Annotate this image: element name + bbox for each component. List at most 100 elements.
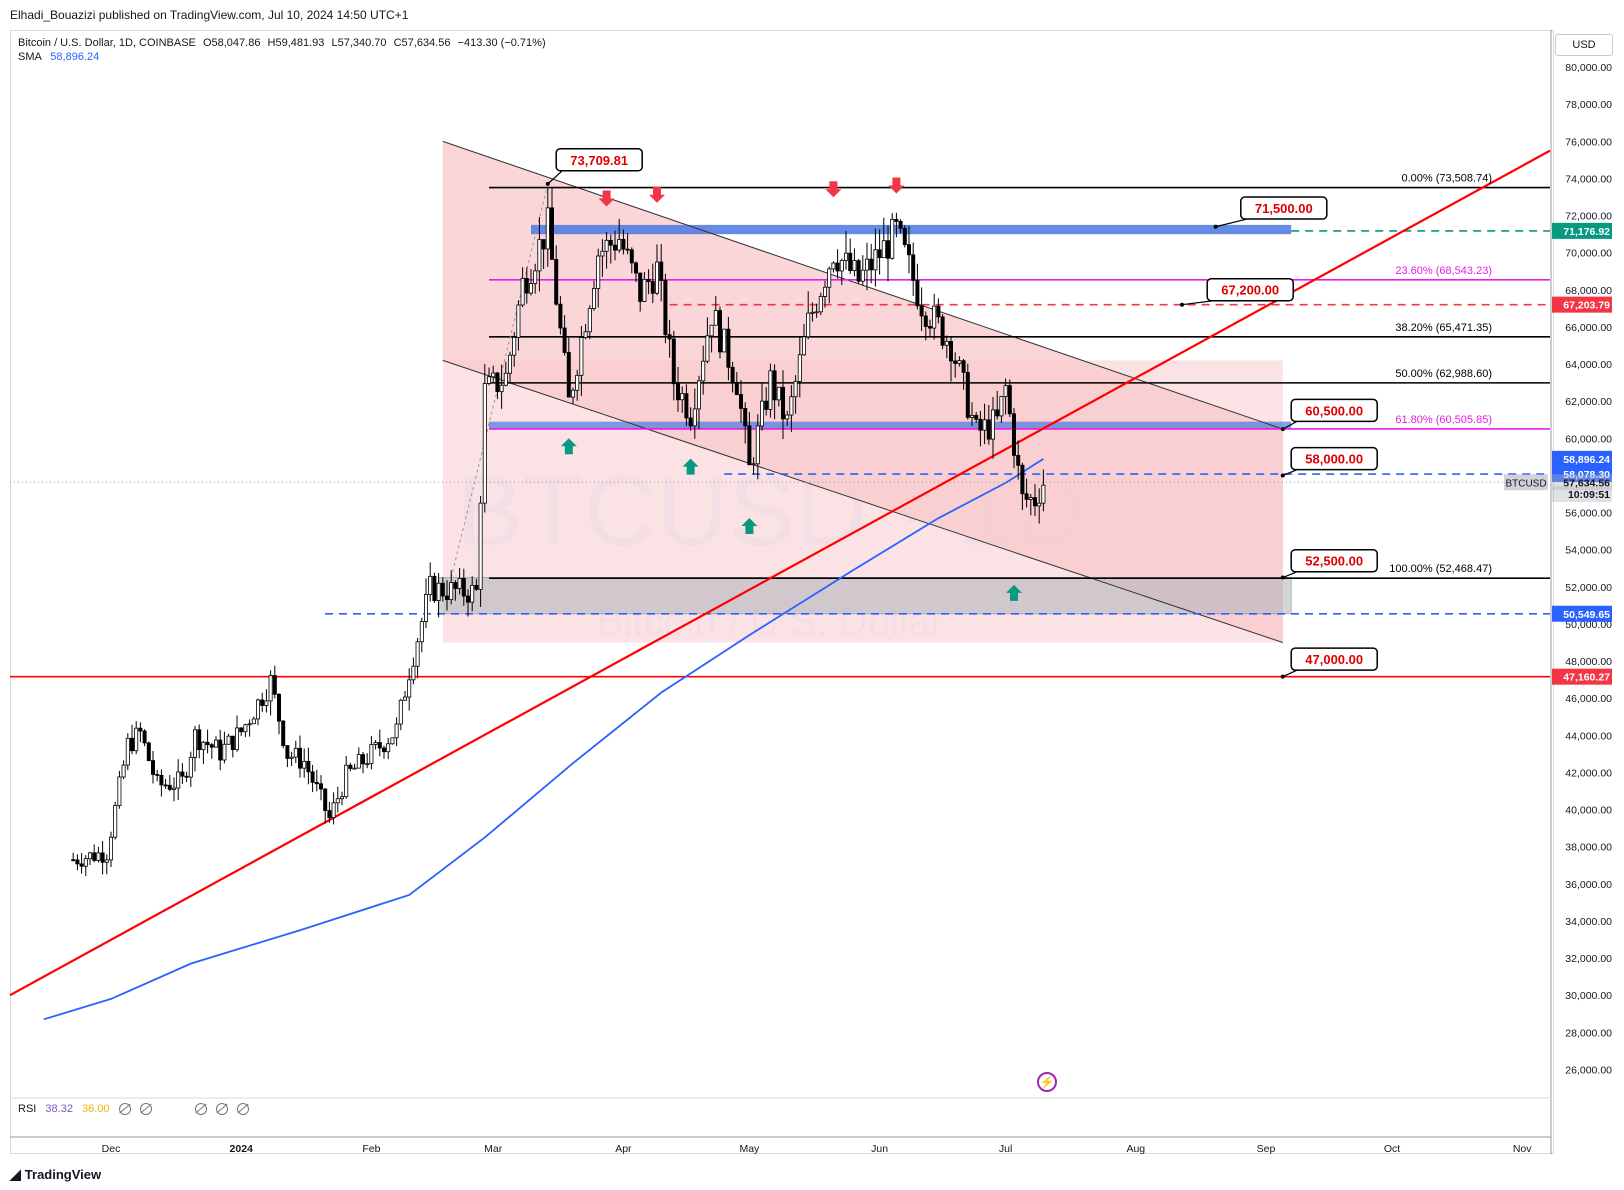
- callout-anchor: [1213, 224, 1218, 229]
- candle-body: [499, 384, 504, 393]
- candle-body: [197, 729, 202, 751]
- candle-body: [621, 238, 626, 250]
- callout-box: [1206, 277, 1294, 302]
- callout-anchor: [1280, 674, 1285, 679]
- sell-arrow-icon: [888, 177, 905, 194]
- price-label-text: 57,634.56: [1563, 477, 1610, 489]
- price-tick-label: 30,000.00: [1565, 990, 1612, 1002]
- price-tick-label: 52,000.00: [1565, 582, 1612, 594]
- rsi-legend[interactable]: RSI 38.32 36.00: [18, 1103, 249, 1116]
- callout-text: 58,000.00: [1305, 452, 1363, 467]
- sell-arrow-icon: [598, 190, 615, 207]
- candle-body: [890, 218, 895, 259]
- price-tick-label: 26,000.00: [1565, 1064, 1612, 1076]
- candle-body: [629, 249, 634, 264]
- price-tick-label: 38,000.00: [1565, 842, 1612, 854]
- candle-body: [138, 727, 143, 732]
- candle-body: [339, 796, 344, 800]
- candle-body: [1012, 413, 1017, 456]
- candle-body: [503, 372, 508, 386]
- candle-body: [982, 419, 987, 431]
- candle-body: [444, 595, 449, 601]
- candle-body: [902, 227, 907, 246]
- candle-body: [386, 743, 391, 753]
- candle-body: [457, 577, 462, 589]
- countdown-label: 10:09:51: [1568, 489, 1610, 501]
- candle-body: [533, 270, 538, 284]
- candle-body: [936, 305, 941, 318]
- candle-body: [848, 252, 853, 272]
- price-tick-label: 44,000.00: [1565, 730, 1612, 742]
- price-label-badge: [1552, 296, 1612, 313]
- price-tick-label: 70,000.00: [1565, 248, 1612, 260]
- legend-symbol: Bitcoin / U.S. Dollar, 1D, COINBASE: [18, 37, 196, 49]
- hidden-eye-icon[interactable]: [194, 1103, 207, 1116]
- candle-body: [655, 261, 660, 294]
- candle-body: [209, 744, 214, 748]
- candle-body: [844, 252, 849, 261]
- time-tick-label: Feb: [362, 1143, 380, 1155]
- hidden-eye-icon[interactable]: [139, 1103, 152, 1116]
- sma-legend[interactable]: SMA 58,896.24: [18, 51, 99, 63]
- channel-lower-line: [442, 359, 1283, 644]
- candle-body: [739, 394, 744, 409]
- candle-body: [302, 760, 307, 769]
- price-tick-label: 62,000.00: [1565, 396, 1612, 408]
- callout-anchor: [1280, 427, 1285, 432]
- candle-body: [793, 380, 798, 398]
- candle-body: [684, 393, 689, 419]
- candle-body: [579, 337, 584, 376]
- candle-body: [915, 279, 920, 307]
- callout-anchor: [545, 181, 550, 186]
- price-tick-label: 60,000.00: [1565, 433, 1612, 445]
- tv-logo-text: TradingView: [24, 1167, 102, 1182]
- candle-body: [713, 310, 718, 326]
- hidden-eye-icon[interactable]: [215, 1103, 228, 1116]
- candle-body: [180, 771, 185, 777]
- candle-body: [827, 268, 832, 288]
- candle-body: [449, 582, 454, 601]
- candle-body: [230, 735, 235, 750]
- pivot-zone: [489, 421, 1292, 430]
- candle-body: [243, 724, 248, 733]
- price-tick-label: 32,000.00: [1565, 953, 1612, 965]
- buy-arrow-icon: [1006, 584, 1022, 601]
- candle-body: [520, 278, 525, 306]
- candle-body: [965, 371, 970, 418]
- candle-body: [75, 859, 80, 865]
- candle-body: [222, 743, 227, 761]
- fib-level-label: 100.00% (52,468.47): [1389, 563, 1492, 575]
- candle-body: [1024, 493, 1029, 500]
- time-tick-label: Aug: [1126, 1143, 1145, 1155]
- candle-body: [667, 334, 672, 340]
- callout-box: [1290, 647, 1378, 671]
- candle-body: [587, 308, 592, 333]
- candle-body: [953, 360, 958, 364]
- candle-body: [281, 720, 286, 747]
- candle-body: [1041, 484, 1046, 504]
- candle-body: [923, 315, 928, 327]
- candle-body: [743, 408, 748, 427]
- candle-body: [642, 278, 647, 302]
- candle-body: [474, 584, 479, 590]
- candle-body: [205, 741, 210, 746]
- hidden-eye-icon[interactable]: [118, 1103, 131, 1116]
- price-tick-label: 68,000.00: [1565, 285, 1612, 297]
- candle-body: [142, 730, 147, 744]
- time-tick-label: Oct: [1384, 1143, 1400, 1155]
- hidden-eye-icon[interactable]: [236, 1103, 249, 1116]
- candle-body: [705, 335, 710, 362]
- legend-open: O58,047.86: [202, 37, 261, 49]
- candle-body: [407, 679, 412, 698]
- candle-body: [285, 745, 290, 759]
- candle-body: [646, 278, 651, 283]
- candle-body: [495, 372, 500, 393]
- callout-anchor: [1280, 575, 1285, 580]
- candle-body: [814, 311, 819, 314]
- lightning-icon[interactable]: ⚡: [1037, 1072, 1057, 1092]
- candle-body: [507, 354, 512, 374]
- price-tick-label: 56,000.00: [1565, 508, 1612, 520]
- candle-body: [486, 376, 491, 384]
- currency-selector[interactable]: USD: [1555, 34, 1613, 56]
